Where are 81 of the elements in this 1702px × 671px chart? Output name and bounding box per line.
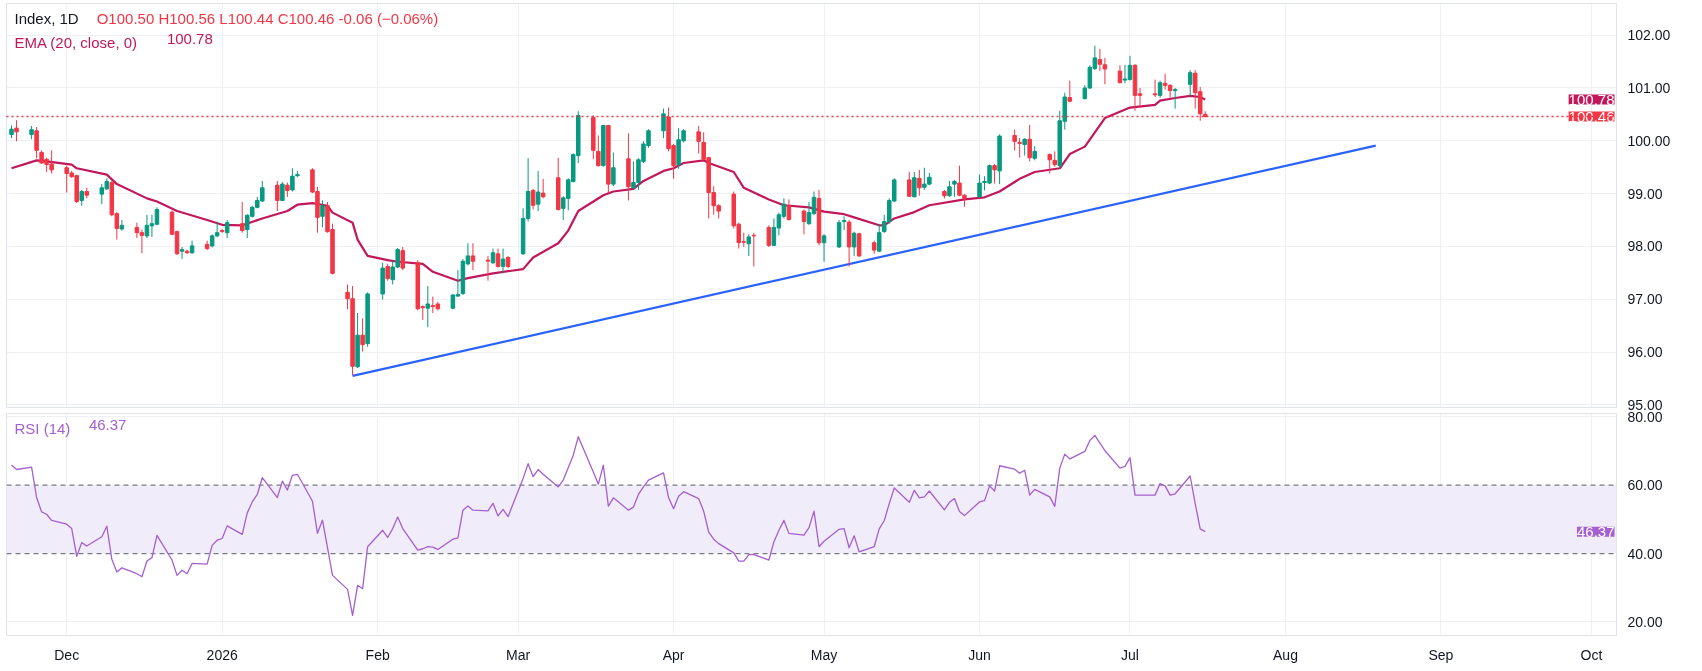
candlestick bbox=[320, 199, 325, 228]
candlestick bbox=[400, 246, 405, 271]
y-tick-label: 20.00 bbox=[1627, 613, 1663, 630]
y-tick-label: 96.00 bbox=[1627, 344, 1663, 361]
candlestick bbox=[876, 223, 882, 253]
candlestick bbox=[611, 151, 616, 187]
candlestick bbox=[290, 167, 295, 193]
x-tick-label: Mar bbox=[506, 646, 531, 663]
candlestick bbox=[751, 232, 757, 267]
candlestick bbox=[786, 198, 792, 222]
candlestick bbox=[746, 233, 752, 257]
x-tick-label: Aug bbox=[1273, 646, 1298, 663]
text: EMA (20, close, 0) bbox=[14, 33, 138, 51]
candlestick bbox=[1012, 129, 1017, 151]
candlestick bbox=[470, 242, 476, 271]
x-tick-label: Sep bbox=[1428, 646, 1454, 663]
candlestick bbox=[239, 201, 245, 234]
candlestick bbox=[495, 248, 501, 269]
candlestick bbox=[1167, 83, 1173, 98]
candlestick bbox=[144, 214, 150, 239]
x-tick-label: Apr bbox=[662, 646, 685, 663]
candlestick bbox=[540, 178, 546, 199]
x-tick-label: 2026 bbox=[206, 646, 238, 663]
candlestick bbox=[856, 232, 862, 258]
candlestick bbox=[1122, 64, 1128, 84]
candlestick bbox=[907, 171, 912, 198]
candlestick bbox=[119, 219, 125, 232]
ref-line-label: 100.46 bbox=[1568, 107, 1615, 125]
candlestick bbox=[596, 135, 601, 168]
candlestick bbox=[500, 248, 506, 274]
candlestick bbox=[801, 208, 807, 235]
candlestick bbox=[821, 233, 827, 263]
text: 100.78 bbox=[166, 29, 213, 47]
candlestick bbox=[1027, 124, 1032, 162]
annotation: 46.37 bbox=[1576, 522, 1615, 540]
y-tick-label: 98.00 bbox=[1627, 238, 1663, 255]
candlestick bbox=[1152, 79, 1158, 98]
candlestick bbox=[34, 126, 39, 159]
x-tick-label: Feb bbox=[365, 646, 390, 663]
y-tick-label: 102.00 bbox=[1627, 27, 1671, 44]
y-tick-label: 60.00 bbox=[1627, 477, 1663, 494]
y-tick-label: 97.00 bbox=[1627, 291, 1663, 308]
x-tick-label: Jul bbox=[1121, 646, 1139, 663]
candlestick bbox=[535, 170, 541, 212]
candlestick bbox=[99, 183, 105, 205]
candlestick bbox=[275, 180, 280, 212]
candlestick bbox=[771, 217, 777, 247]
y-tick-label: 95.00 bbox=[1627, 396, 1663, 413]
candlestick bbox=[766, 224, 772, 248]
y-tick-label: 101.00 bbox=[1627, 80, 1671, 96]
candlestick bbox=[1097, 48, 1103, 72]
candlestick bbox=[425, 285, 431, 328]
candlestick bbox=[992, 163, 997, 185]
candlestick bbox=[917, 169, 922, 197]
annotation: O100.50 H100.56 L100.44 C100.46 -0.06 (−0.06%) bbox=[96, 9, 439, 27]
candlestick bbox=[912, 171, 917, 198]
candlestick bbox=[661, 108, 666, 139]
text: 46.37 bbox=[88, 415, 127, 433]
candlestick bbox=[1172, 87, 1178, 110]
candlestick bbox=[1047, 152, 1052, 175]
y-tick-label: 99.00 bbox=[1627, 185, 1663, 202]
candlestick bbox=[360, 317, 365, 353]
chart-title: Index, 1D bbox=[14, 9, 79, 27]
x-tick-label: Oct bbox=[1580, 646, 1603, 663]
x-tick-label: Dec bbox=[54, 646, 80, 663]
candlestick bbox=[530, 188, 536, 210]
candlestick bbox=[696, 125, 701, 154]
candlestick bbox=[179, 246, 185, 260]
candlestick bbox=[1187, 69, 1193, 97]
candlestick bbox=[841, 215, 847, 231]
candlestick bbox=[134, 222, 140, 239]
series-label: RSI (14) bbox=[14, 419, 71, 437]
x-tick-label: May bbox=[810, 646, 838, 663]
y-tick-label: 40.00 bbox=[1627, 545, 1663, 562]
annotation: 100.78 bbox=[1568, 90, 1615, 108]
candlestick bbox=[851, 231, 857, 257]
x-tick-label: Jun bbox=[968, 646, 991, 663]
candlestick bbox=[1017, 137, 1022, 159]
candlestick bbox=[14, 119, 19, 142]
candlestick bbox=[485, 255, 491, 282]
y-tick-label: 100.00 bbox=[1627, 132, 1671, 149]
